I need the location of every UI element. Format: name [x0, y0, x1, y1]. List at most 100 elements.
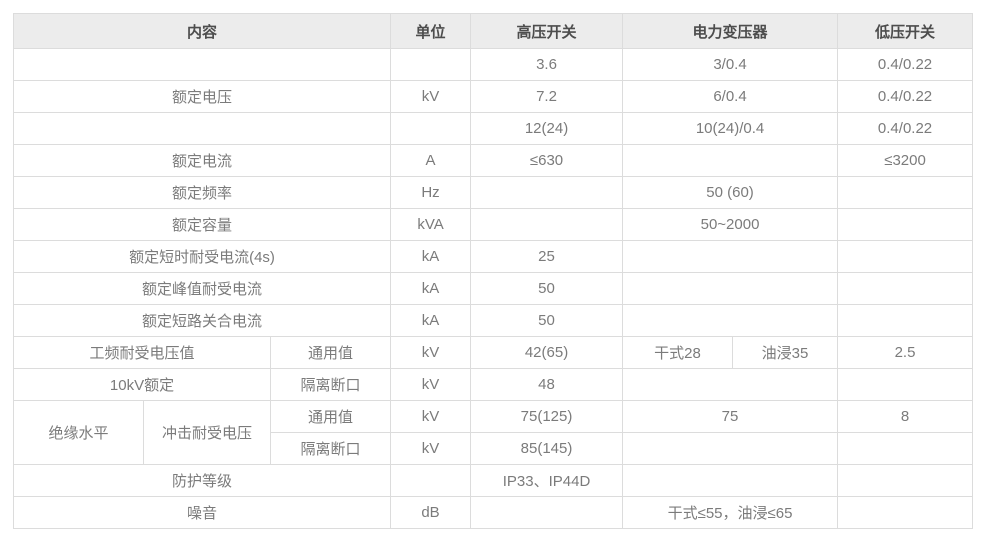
cell-voltage3-label — [12, 112, 392, 145]
cell-peak-unit: kA — [390, 272, 472, 305]
cell-protection-hv: IP33、IP44D — [470, 464, 624, 497]
cell-impulse-common-unit: kV — [390, 400, 472, 433]
cell-10kv-hv: 48 — [470, 368, 624, 401]
cell-impulse-common-tr: 75 — [622, 400, 839, 433]
cell-voltage1-unit — [390, 48, 472, 81]
table-row: 10kV额定 隔离断口 kV 48 — [13, 368, 974, 401]
cell-noise-label: 噪音 — [12, 496, 392, 529]
cell-voltage2-lv: 0.4/0.22 — [837, 80, 974, 113]
cell-protection-tr — [622, 464, 839, 497]
cell-voltage2-hv: 7.2 — [470, 80, 624, 113]
cell-impulse-common-hv: 75(125) — [470, 400, 624, 433]
cell-frequency-unit: Hz — [390, 176, 472, 209]
table-row: 额定短路关合电流 kA 50 — [12, 304, 974, 337]
header-content: 内容 — [12, 13, 392, 49]
cell-frequency-label: 额定频率 — [12, 176, 392, 209]
cell-capacity-hv — [470, 208, 624, 241]
table-row: 额定容量 kVA 50~2000 — [12, 208, 974, 241]
cell-frequency-lv — [837, 176, 974, 209]
cell-current-tr — [622, 144, 839, 177]
cell-capacity-tr: 50~2000 — [622, 208, 839, 241]
cell-closing-hv: 50 — [470, 304, 624, 337]
table-row: 12(24) 10(24)/0.4 0.4/0.22 — [12, 112, 974, 145]
cell-voltage2-tr: 6/0.4 — [622, 80, 839, 113]
cell-current-hv: ≤630 — [470, 144, 624, 177]
cell-closing-lv — [837, 304, 974, 337]
cell-protection-lv — [837, 464, 974, 497]
cell-pf-sub: 通用值 — [269, 336, 392, 369]
cell-impulse-common-sub: 通用值 — [269, 400, 392, 433]
cell-impulse-break-sub: 隔离断口 — [269, 432, 392, 465]
cell-capacity-lv — [837, 208, 974, 241]
header-unit: 单位 — [390, 13, 472, 49]
cell-voltage1-tr: 3/0.4 — [622, 48, 839, 81]
cell-voltage1-lv: 0.4/0.22 — [837, 48, 974, 81]
cell-short-time-hv: 25 — [470, 240, 624, 273]
cell-peak-lv — [837, 272, 974, 305]
cell-voltage1-label — [12, 48, 392, 81]
table-row: 额定电压 kV 7.2 6/0.4 0.4/0.22 — [12, 80, 974, 113]
table-row: 额定峰值耐受电流 kA 50 — [12, 272, 974, 305]
cell-current-label: 额定电流 — [12, 144, 392, 177]
header-hv-switch: 高压开关 — [470, 13, 624, 49]
cell-frequency-hv — [470, 176, 624, 209]
cell-voltage1-hv: 3.6 — [470, 48, 624, 81]
cell-current-unit: A — [390, 144, 472, 177]
cell-pf-label: 工频耐受电压值 — [13, 336, 271, 369]
cell-impulse-break-lv — [837, 432, 974, 465]
cell-impulse-break-unit: kV — [390, 432, 472, 465]
header-transformer: 电力变压器 — [622, 13, 839, 49]
cell-protection-label: 防护等级 — [12, 464, 392, 497]
cell-10kv-label: 10kV额定 — [13, 368, 271, 401]
cell-short-time-label: 额定短时耐受电流(4s) — [12, 240, 392, 273]
spec-table: 内容 单位 高压开关 电力变压器 低压开关 3.6 3/0.4 0.4/0.22… — [12, 13, 974, 529]
cell-short-time-lv — [837, 240, 974, 273]
cell-10kv-unit: kV — [390, 368, 472, 401]
cell-voltage3-unit — [390, 112, 472, 145]
cell-voltage3-tr: 10(24)/0.4 — [622, 112, 839, 145]
cell-short-time-unit: kA — [390, 240, 472, 273]
cell-voltage2-label: 额定电压 — [12, 80, 392, 113]
cell-pf-hv: 42(65) — [470, 336, 624, 369]
table-row: 3.6 3/0.4 0.4/0.22 — [12, 48, 974, 81]
cell-protection-unit — [390, 464, 472, 497]
cell-peak-hv: 50 — [470, 272, 624, 305]
cell-10kv-sub: 隔离断口 — [269, 368, 392, 401]
cell-noise-tr: 干式≤55，油浸≤65 — [622, 496, 839, 529]
table-row: 防护等级 IP33、IP44D — [12, 464, 974, 497]
cell-closing-label: 额定短路关合电流 — [12, 304, 392, 337]
cell-10kv-tr — [622, 368, 839, 401]
header-lv-switch: 低压开关 — [837, 13, 974, 49]
cell-voltage3-hv: 12(24) — [470, 112, 624, 145]
cell-10kv-lv — [837, 368, 974, 401]
cell-voltage3-lv: 0.4/0.22 — [837, 112, 974, 145]
table-row: 额定频率 Hz 50 (60) — [12, 176, 974, 209]
table-row: 工频耐受电压值 通用值 kV 42(65) 干式28 油浸35 2.5 — [13, 336, 974, 369]
cell-short-time-tr — [622, 240, 839, 273]
table-row: 噪音 dB 干式≤55，油浸≤65 — [12, 496, 974, 529]
cell-impulse-common-lv: 8 — [837, 400, 974, 433]
cell-closing-unit: kA — [390, 304, 472, 337]
cell-noise-hv — [470, 496, 624, 529]
cell-impulse-break-hv: 85(145) — [470, 432, 624, 465]
cell-impulse-label: 冲击耐受电压 — [143, 400, 271, 465]
cell-capacity-unit: kVA — [390, 208, 472, 241]
cell-frequency-tr: 50 (60) — [622, 176, 839, 209]
table-row: 隔离断口 kV 85(145) — [14, 432, 974, 465]
cell-insulation-label: 绝缘水平 — [13, 400, 144, 465]
cell-current-lv: ≤3200 — [837, 144, 974, 177]
cell-pf-unit: kV — [390, 336, 472, 369]
table-row: 绝缘水平 冲击耐受电压 通用值 kV 75(125) 75 8 — [13, 400, 974, 465]
table-row: 额定电流 A ≤630 ≤3200 — [12, 144, 974, 177]
cell-noise-lv — [837, 496, 974, 529]
cell-pf-tr-dry: 干式28 — [622, 336, 734, 369]
table-row: 额定短时耐受电流(4s) kA 25 — [12, 240, 974, 273]
cell-noise-unit: dB — [390, 496, 472, 529]
header-row: 内容 单位 高压开关 电力变压器 低压开关 — [12, 13, 974, 49]
cell-pf-lv: 2.5 — [837, 336, 974, 369]
cell-closing-tr — [622, 304, 839, 337]
cell-peak-label: 额定峰值耐受电流 — [12, 272, 392, 305]
cell-capacity-label: 额定容量 — [12, 208, 392, 241]
cell-pf-tr-oil: 油浸35 — [732, 336, 839, 369]
